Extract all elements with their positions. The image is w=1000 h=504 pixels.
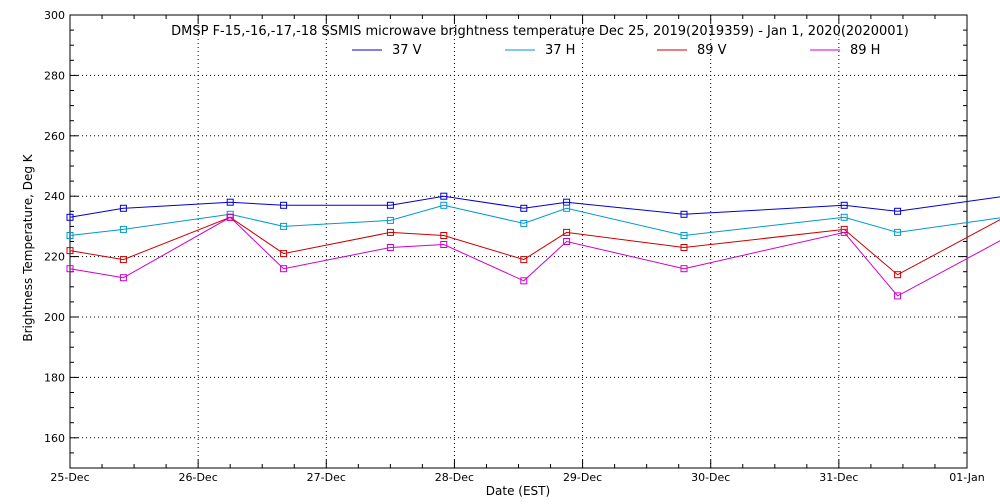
data-point: [440, 192, 448, 200]
data-point: [680, 244, 688, 251]
series-line: [69, 204, 1000, 237]
data-point: [66, 247, 74, 255]
grid-lines: [70, 15, 967, 468]
data-point: [226, 198, 234, 206]
x-tick-label: 28-Dec: [435, 471, 474, 484]
y-axis-label: Brightness Temperature, Deg K: [21, 153, 35, 341]
series-line: [69, 195, 1000, 218]
data-point: [563, 228, 571, 236]
series-line: [69, 216, 1000, 276]
data-point: [226, 213, 234, 221]
series-89-v: [66, 213, 1000, 279]
data-point: [119, 274, 127, 282]
data-point: [840, 228, 848, 236]
legend-label: 37 V: [392, 43, 422, 58]
data-point: [280, 250, 288, 258]
x-tick-label: 25-Dec: [50, 471, 89, 484]
x-tick-label: 29-Dec: [563, 471, 602, 484]
x-tick-label: 30-Dec: [691, 471, 730, 484]
x-axis-label: Date (EST): [486, 484, 550, 498]
data-point: [520, 256, 528, 264]
data-point: [680, 210, 688, 218]
legend-label: 89 V: [697, 43, 727, 58]
y-tick-label: 180: [44, 371, 65, 384]
data-point: [563, 238, 571, 245]
y-axis-ticks: 160 180 200 220 240 260 280 300: [44, 9, 967, 469]
series-group: [66, 192, 1000, 300]
data-point: [66, 213, 74, 221]
data-point: [894, 271, 902, 279]
series-37-v: [66, 192, 1000, 221]
data-point: [840, 213, 848, 221]
x-tick-label: 27-Dec: [307, 471, 346, 484]
y-tick-label: 280: [44, 69, 65, 82]
data-point: [680, 265, 688, 273]
data-point: [66, 232, 74, 239]
data-point: [66, 265, 74, 273]
data-point: [894, 207, 902, 215]
data-point: [280, 265, 288, 273]
plot-frame: [69, 14, 968, 469]
data-point: [386, 228, 394, 236]
y-tick-label: 200: [44, 311, 65, 324]
data-point: [680, 232, 688, 239]
x-tick-label: 31-Dec: [819, 471, 858, 484]
data-point: [840, 201, 848, 209]
data-point: [520, 219, 528, 227]
series-37-h: [66, 201, 1000, 239]
series-89-h: [66, 213, 1000, 300]
data-point: [894, 228, 902, 236]
data-point: [440, 232, 448, 239]
data-point: [386, 216, 394, 224]
y-tick-label: 300: [44, 9, 65, 22]
data-point: [119, 225, 127, 233]
chart-title: DMSP F-15,-16,-17,-18 SSMIS microwave br…: [171, 24, 909, 39]
data-point: [280, 222, 288, 230]
data-point: [440, 201, 448, 209]
legend: 37 V 37 H 89 V 89 H: [352, 43, 880, 58]
data-point: [520, 204, 528, 212]
data-point: [280, 201, 288, 209]
y-tick-label: 220: [44, 251, 65, 264]
data-point: [894, 292, 902, 300]
legend-label: 37 H: [545, 43, 575, 58]
data-point: [563, 204, 571, 212]
x-axis-ticks: 25-Dec 26-Dec 27-Dec 28-Dec 29-Dec 30-Dec 31-D…: [50, 15, 985, 484]
y-tick-label: 260: [44, 130, 65, 143]
data-point: [440, 241, 448, 248]
data-point: [386, 244, 394, 251]
x-tick-label: 01-Jan: [949, 471, 985, 484]
series-line: [69, 216, 1000, 297]
data-point: [520, 277, 528, 285]
x-tick-label: 26-Dec: [179, 471, 218, 484]
y-tick-label: 240: [44, 190, 65, 203]
data-point: [119, 256, 127, 264]
data-point: [386, 201, 394, 209]
y-tick-label: 160: [44, 432, 65, 445]
data-point: [119, 204, 127, 212]
legend-label: 89 H: [850, 43, 880, 58]
